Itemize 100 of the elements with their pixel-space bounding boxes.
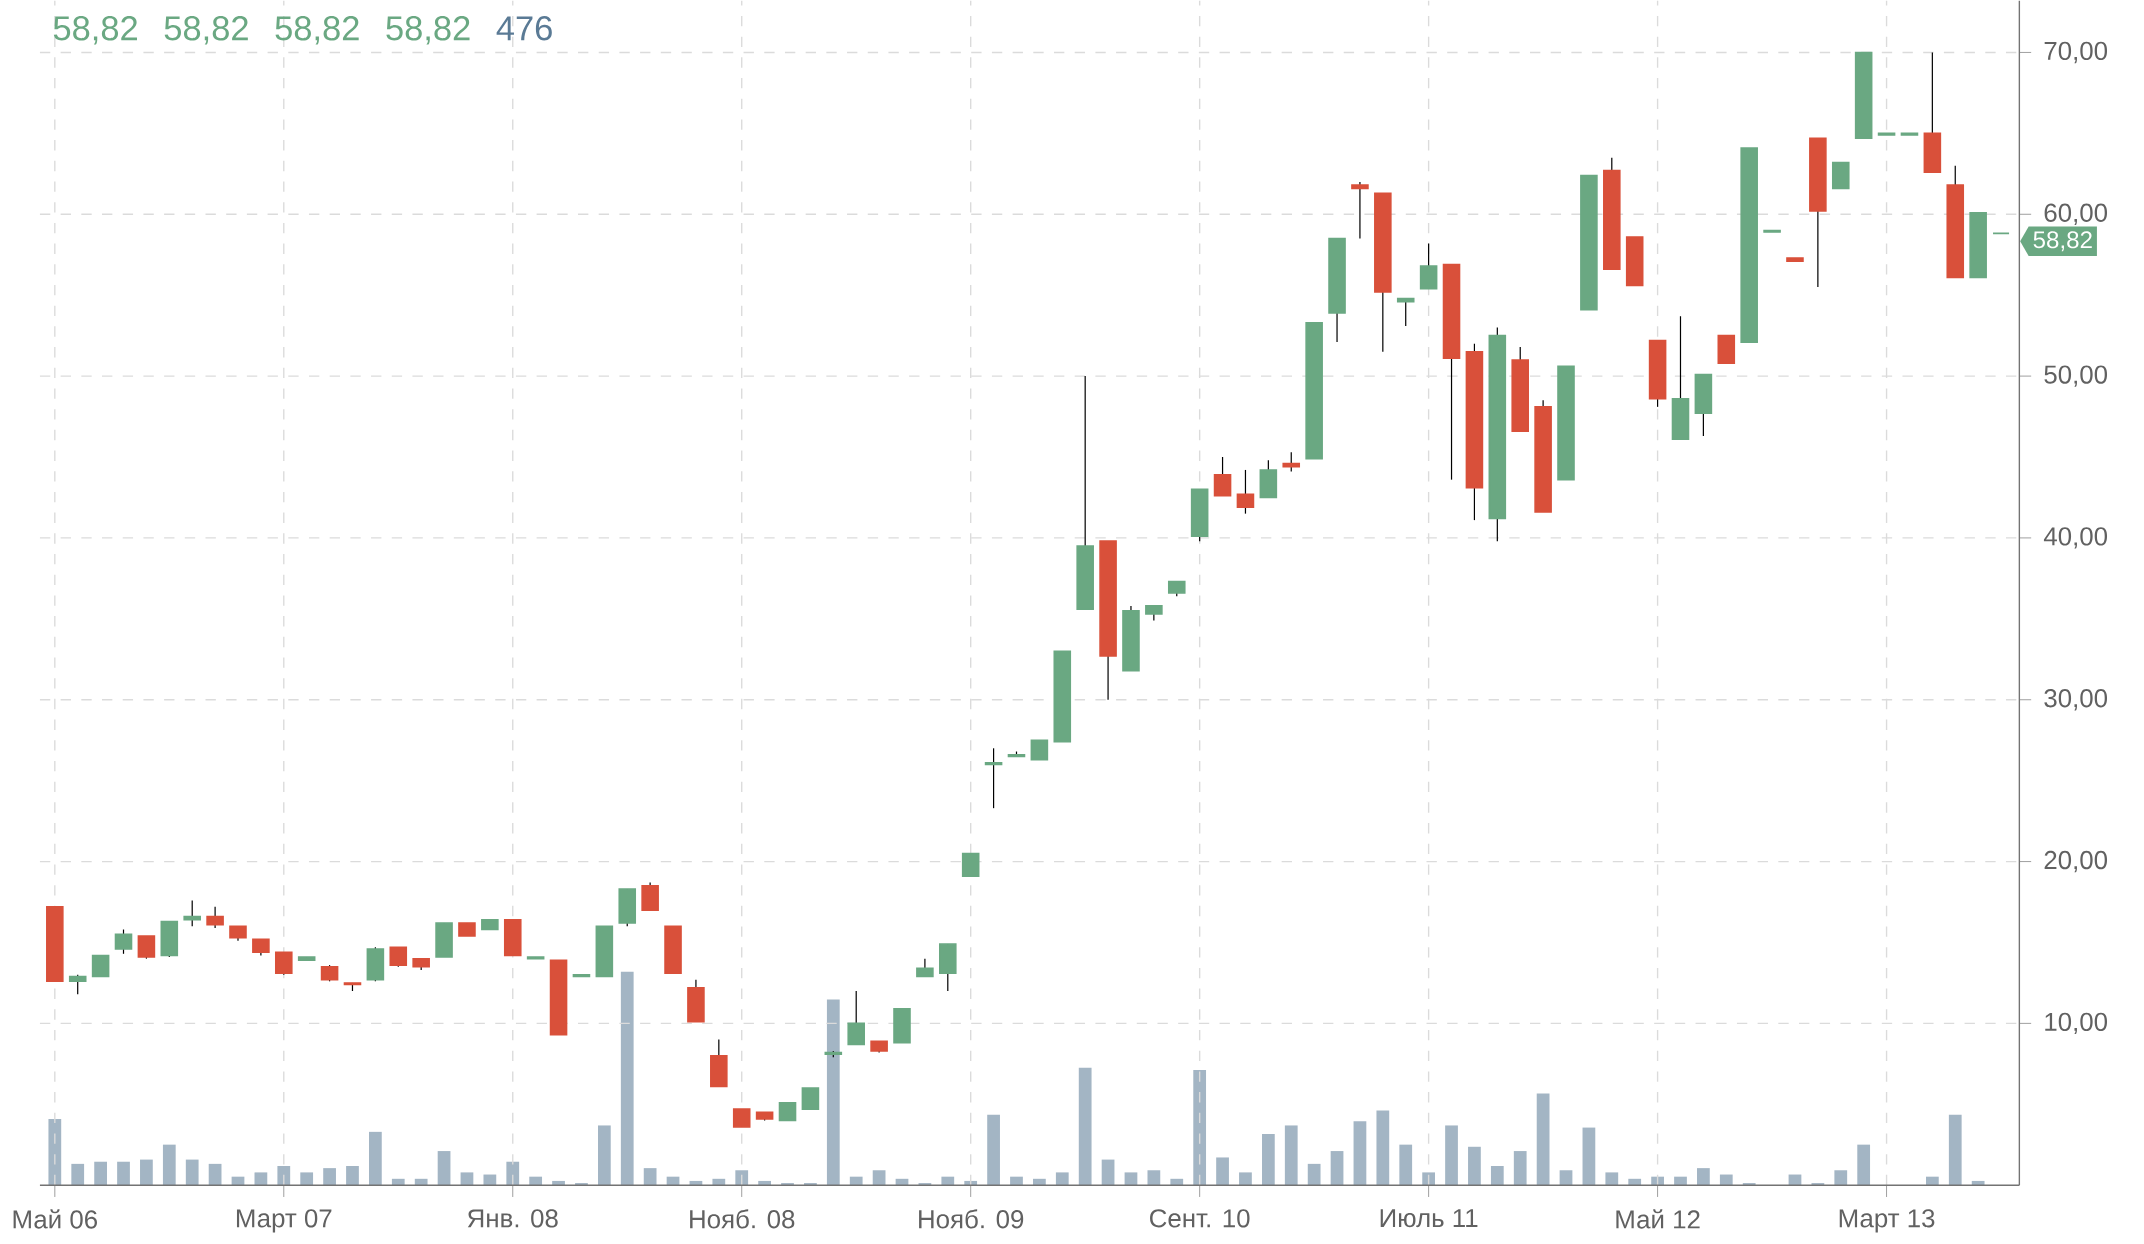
- text: 58,82: [2033, 231, 2092, 252]
- bar: [483, 1174, 497, 1186]
- y-tick-label: 40,00: [2043, 527, 2108, 549]
- bar: [162, 1144, 176, 1186]
- candlestick: [1419, 242, 1438, 290]
- bar: [620, 971, 634, 1186]
- bar: [1078, 1067, 1092, 1186]
- bar: [849, 1176, 863, 1186]
- bar: [575, 1183, 588, 1186]
- y-tick-label: 20,00: [2044, 850, 2108, 873]
- x-tick-label: Нояб. 09: [919, 1209, 1024, 1229]
- bar: [185, 1159, 199, 1186]
- bar: [1033, 1178, 1046, 1186]
- bar: [1582, 1127, 1596, 1186]
- candlestick: [984, 747, 1003, 809]
- annotation: 58,82: [386, 16, 470, 45]
- bar: [643, 1168, 657, 1186]
- candlestick: [801, 1087, 820, 1110]
- bar: [758, 1180, 772, 1186]
- bar: [414, 1178, 428, 1186]
- bar: [1834, 1170, 1848, 1186]
- bar: [460, 1172, 474, 1186]
- bar: [1399, 1144, 1413, 1186]
- bar: [506, 1161, 520, 1186]
- bar: [277, 1165, 291, 1186]
- annotation: 58,82: [164, 16, 248, 45]
- bar: [1811, 1183, 1825, 1186]
- annotation: 58,82: [53, 16, 137, 45]
- bar: [552, 1180, 565, 1186]
- bar: [437, 1151, 451, 1186]
- candlestick: [847, 990, 865, 1046]
- bar: [1376, 1110, 1390, 1186]
- bar: [712, 1178, 726, 1186]
- bar: [140, 1159, 153, 1186]
- bar: [941, 1176, 955, 1186]
- bar: [1719, 1174, 1733, 1186]
- bar: [1628, 1178, 1642, 1186]
- bar: [1445, 1125, 1458, 1186]
- bar: [1010, 1176, 1023, 1186]
- bar: [1490, 1165, 1504, 1186]
- bar: [1513, 1151, 1527, 1186]
- y-tick-label: 70,00: [2044, 41, 2108, 64]
- bar: [1742, 1183, 1756, 1186]
- candlestick: [961, 852, 980, 877]
- candlestick: [274, 951, 293, 976]
- candlestick: [183, 899, 201, 927]
- bar: [391, 1178, 405, 1186]
- bar: [529, 1176, 543, 1186]
- bar: [804, 1183, 817, 1186]
- bar: [1330, 1151, 1344, 1186]
- x-tick-label: Май 06: [13, 1209, 97, 1229]
- y-tick-label: 60,00: [2044, 203, 2108, 225]
- bar: [1971, 1180, 1985, 1186]
- bar: [117, 1161, 130, 1186]
- bar: [48, 1119, 62, 1186]
- bar: [1674, 1176, 1687, 1186]
- candlestick: [1030, 739, 1049, 761]
- bar: [1284, 1125, 1298, 1186]
- candlestick: [1236, 469, 1255, 515]
- x-tick-label: Нояб. 08: [690, 1209, 795, 1229]
- bar: [781, 1183, 794, 1186]
- annotation: 476: [496, 16, 552, 41]
- bar: [1147, 1170, 1161, 1186]
- bar: [872, 1170, 886, 1186]
- x-tick-label: Март 07: [236, 1209, 332, 1233]
- x-tick-label: Март 13: [1839, 1209, 1935, 1233]
- x-tick-label: Май 12: [1616, 1209, 1700, 1229]
- candlestick: [206, 906, 224, 929]
- candlestick: [1213, 456, 1232, 497]
- bar: [1101, 1159, 1115, 1186]
- bar: [254, 1172, 268, 1186]
- bar: [1697, 1168, 1710, 1186]
- x-tick-label: Янв. 08: [467, 1209, 558, 1228]
- candlestick: [389, 946, 408, 968]
- candlestick: [1351, 181, 1369, 240]
- x-tick-label: Июль 11: [1380, 1209, 1478, 1228]
- bar: [1216, 1157, 1229, 1186]
- bar: [1353, 1121, 1367, 1186]
- bar: [1948, 1114, 1962, 1186]
- annotation: 58,82: [275, 16, 359, 45]
- candlestick: [91, 954, 110, 978]
- bar: [1307, 1163, 1321, 1186]
- bar: [1468, 1146, 1481, 1186]
- bar: [1925, 1176, 1939, 1186]
- candlestick: [137, 935, 156, 960]
- bar: [71, 1163, 85, 1186]
- bar: [1536, 1093, 1550, 1186]
- bar: [208, 1163, 222, 1186]
- bar: [1261, 1133, 1275, 1186]
- candlestick: [114, 928, 133, 955]
- bar: [987, 1114, 1000, 1186]
- bar: [94, 1161, 107, 1186]
- bar: [1170, 1178, 1184, 1186]
- bar: [735, 1170, 749, 1186]
- bar: [1055, 1172, 1069, 1186]
- x-tick-label: Сент. 10: [1150, 1209, 1250, 1228]
- bar: [1559, 1170, 1573, 1186]
- bar: [1605, 1172, 1619, 1186]
- y-tick-label: 30,00: [2044, 689, 2108, 711]
- bar: [1422, 1172, 1436, 1186]
